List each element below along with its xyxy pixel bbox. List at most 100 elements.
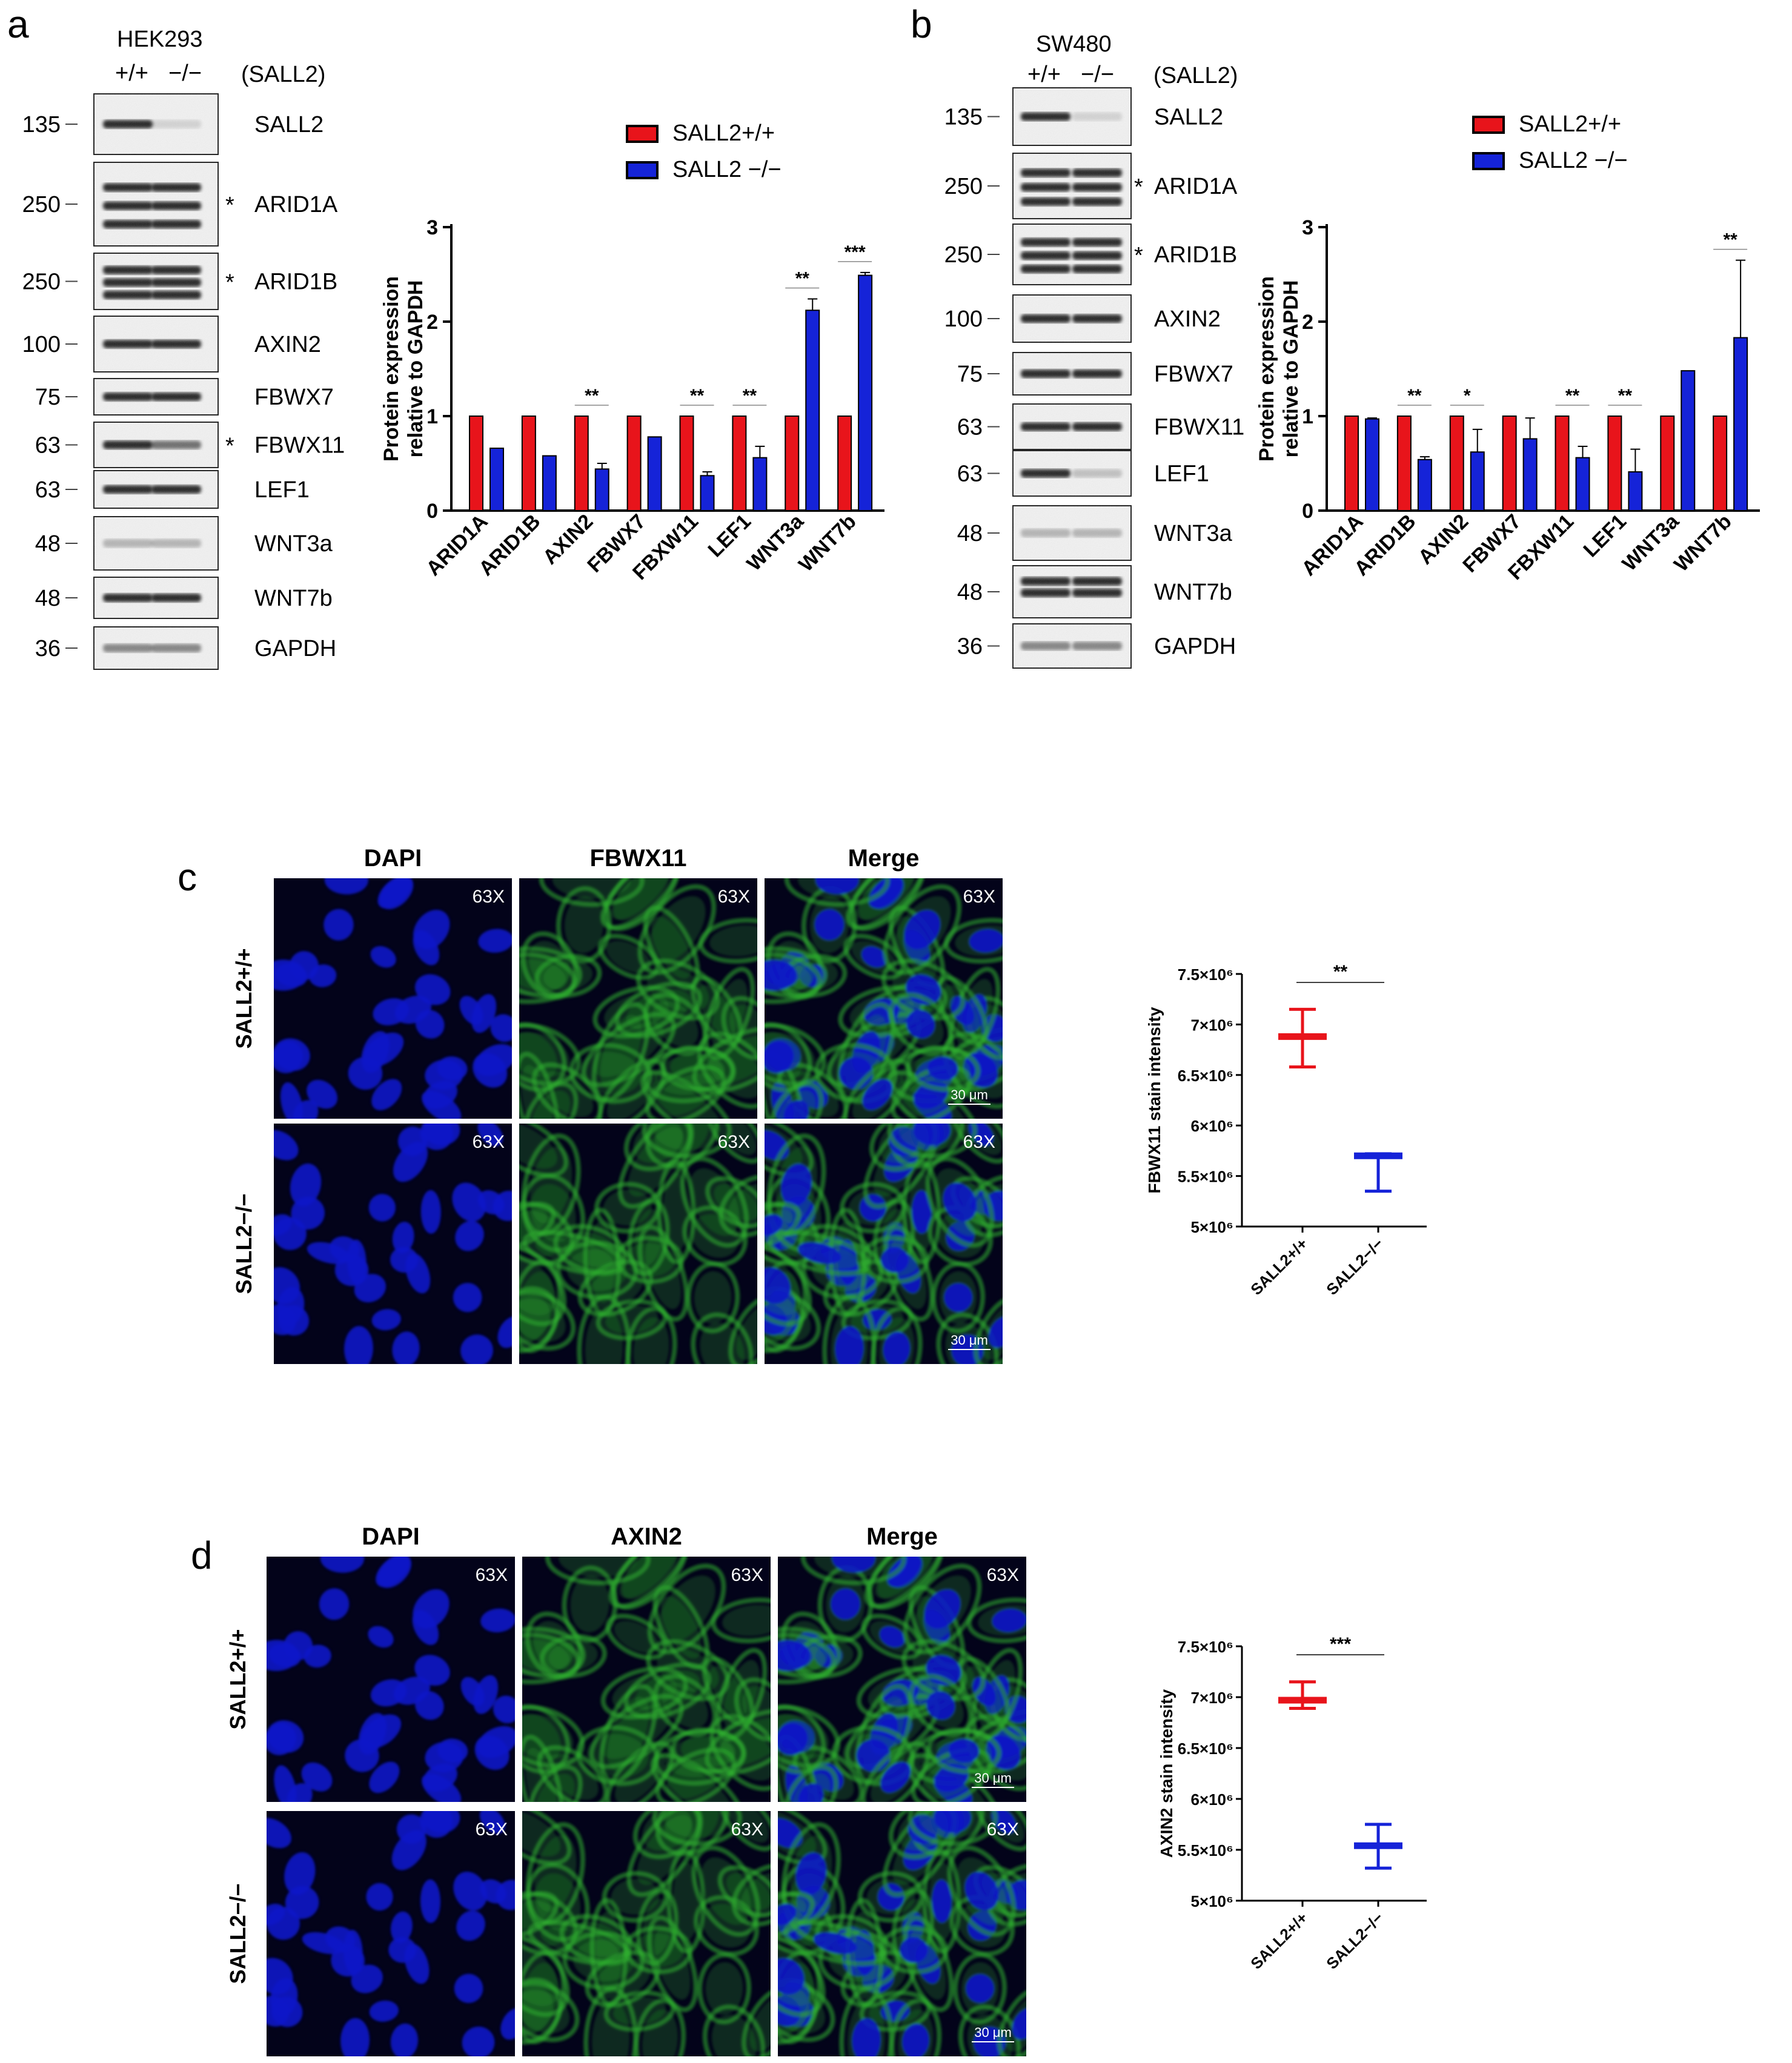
- cell-membrane: [522, 1704, 585, 1769]
- bar-ko-lef1: [752, 457, 768, 512]
- nucleus: [392, 1222, 414, 1254]
- bar-ko-arid1a: [489, 448, 504, 511]
- nucleus: [861, 945, 887, 968]
- x-tick-label: WNT7b: [794, 510, 861, 577]
- micrograph-grid-c: DAPI FBWX11 Merge SALL2+/+ 63X 63X 63X 30 μm SAL…: [231, 845, 1003, 1364]
- nucleus: [293, 1100, 319, 1119]
- nucleus: [477, 1124, 503, 1147]
- cell-cytoplasm: [522, 1946, 560, 2006]
- nucleus: [455, 1220, 484, 1251]
- blot-texture: [94, 94, 218, 154]
- bar-wt-wnt3a: [1660, 416, 1675, 511]
- bar-wt-axin2: [574, 416, 589, 511]
- blot-texture: [94, 316, 218, 372]
- nucleus: [926, 1691, 955, 1720]
- mw-marker: 75: [35, 385, 61, 410]
- nucleus: [420, 1879, 441, 1923]
- cell-membrane: [767, 1230, 872, 1276]
- bar-ko-arid1a: [1365, 418, 1379, 511]
- bar-ko-fbxw11: [1575, 457, 1590, 512]
- micrograph-merge: 63X 30 μm: [778, 1811, 1026, 2056]
- mw-marker: 250: [22, 270, 61, 295]
- micrograph-merge: 63X 30 μm: [765, 1124, 1003, 1364]
- dot-plot-d: 5×10⁶ 5.5×10⁶ 6×10⁶ 6.5×10⁶ 7×10⁶ 7.5×10⁶ AXIN…: [1157, 1634, 1427, 1973]
- x-tick-label: WNT3a: [743, 509, 809, 575]
- nucleus: [267, 1723, 297, 1755]
- cell-membrane: [605, 1741, 675, 1802]
- nucleus: [347, 1239, 367, 1285]
- y-tick-label: 5×10⁶: [1190, 1892, 1233, 1910]
- cell-cytoplasm: [519, 1032, 557, 1082]
- cell-membrane: [577, 1294, 631, 1364]
- blot-label: SALL2: [254, 112, 324, 137]
- cell-cytoplasm: [749, 1996, 771, 2051]
- significance-mark: **: [1333, 962, 1348, 982]
- bar-ko-wnt3a: [805, 310, 820, 512]
- cell-cytoplasm: [705, 1962, 743, 2015]
- magnification-label: 63X: [963, 1132, 995, 1152]
- y-axis-label-line: relative to GAPDH: [404, 280, 427, 458]
- y-tick-label: 5×10⁶: [1190, 1218, 1233, 1236]
- cell-membrane: [647, 1563, 726, 1655]
- mw-marker: 135: [944, 105, 983, 130]
- b-blot-sall2: 135 SALL2: [944, 87, 1223, 146]
- cell-membrane: [643, 992, 708, 1056]
- panel-a-genotype-caption: (SALL2): [241, 62, 325, 87]
- nucleus: [868, 878, 903, 909]
- asterisk-mark: *: [225, 193, 234, 218]
- cell-membrane: [642, 1124, 732, 1159]
- nucleus: [765, 1214, 783, 1236]
- nucleus: [324, 878, 368, 895]
- nucleus: [423, 1763, 457, 1792]
- b-blot-fbwx7: 75 FBWX7: [957, 352, 1233, 396]
- cell-membrane: [800, 1557, 907, 1586]
- y-tick-label: 7×10⁶: [1190, 1016, 1233, 1034]
- bar-wt-wnt7b: [1713, 416, 1728, 511]
- cell-membrane: [883, 884, 962, 975]
- a-blot-fbwx7: 75 FBWX7: [35, 378, 334, 416]
- cell-membrane: [925, 1156, 995, 1248]
- nucleus: [900, 1937, 928, 1963]
- cell-membrane: [783, 1764, 838, 1802]
- cell-membrane: [997, 1986, 1026, 2056]
- significance-mark: **: [1407, 386, 1422, 406]
- nucleus: [906, 1010, 935, 1039]
- bar-wt-fbwx7: [1502, 416, 1517, 511]
- nucleus: [423, 1080, 457, 1110]
- nucleus: [797, 1242, 841, 1264]
- nucleus: [830, 1588, 861, 1620]
- nucleus: [267, 1904, 285, 1926]
- mw-marker: 48: [35, 586, 61, 611]
- blot-label: ARID1A: [1154, 174, 1238, 199]
- significance-mark: **: [795, 269, 810, 289]
- blot-texture: [94, 471, 218, 508]
- bar-ko-wnt7b: [858, 274, 873, 511]
- blot-label: LEF1: [1154, 462, 1209, 487]
- bar-wt-wnt7b: [837, 416, 852, 511]
- panel-d-letter: d: [191, 1534, 213, 1577]
- cell-cytoplasm: [540, 1927, 619, 1959]
- nucleus: [287, 1783, 313, 1802]
- cell-membrane: [741, 1986, 771, 2056]
- nucleus: [497, 1316, 512, 1348]
- nucleus: [765, 959, 797, 991]
- asterisk-mark: *: [1134, 243, 1143, 268]
- bar-wt-arid1a: [1344, 416, 1359, 511]
- x-tick-label: WNT3a: [1618, 509, 1684, 575]
- micrograph-axin2: 63X: [522, 1557, 771, 1802]
- bar-ko-axin2: [1470, 451, 1485, 512]
- micrograph-fbwx11: 63X: [519, 1124, 757, 1364]
- blot-label: FBWX11: [254, 433, 345, 459]
- cell-cytoplasm: [689, 1168, 740, 1236]
- blot-texture: [1013, 295, 1131, 342]
- mw-marker: 63: [957, 462, 983, 487]
- mw-marker: 48: [957, 580, 983, 605]
- cell-membrane: [583, 1986, 638, 2056]
- blot-label: ARID1B: [254, 270, 337, 295]
- y-tick-label: 2: [426, 311, 438, 334]
- mw-marker: 63: [35, 433, 61, 459]
- cell-layer: [765, 1124, 1003, 1364]
- cell-membrane: [784, 878, 890, 907]
- cell-cytoplasm: [632, 1933, 683, 1967]
- a-blot-wnt7b: 48 WNT7b: [35, 577, 333, 619]
